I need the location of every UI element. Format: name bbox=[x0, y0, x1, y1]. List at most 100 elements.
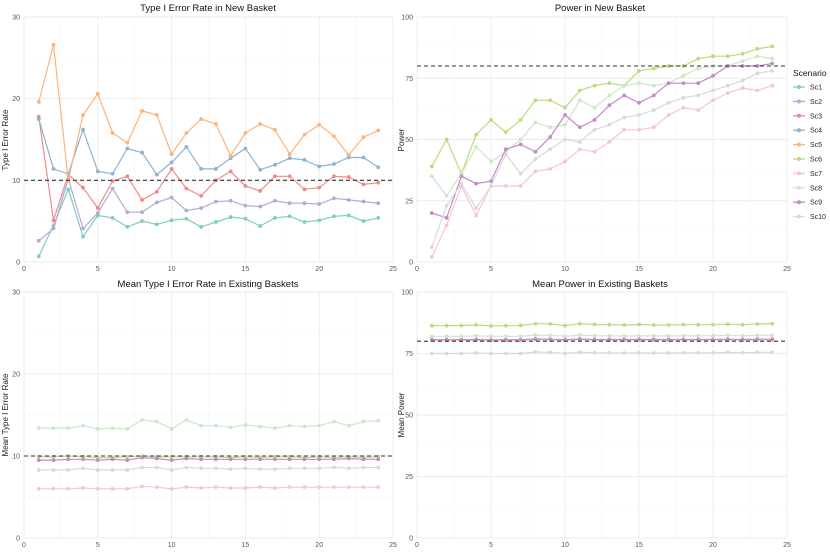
y-tick-label: 50 bbox=[405, 413, 413, 420]
data-point bbox=[213, 485, 218, 490]
series-sc10 bbox=[36, 465, 381, 472]
x-tick-label: 15 bbox=[242, 542, 250, 549]
data-point bbox=[429, 174, 434, 179]
data-point bbox=[503, 334, 508, 339]
data-point bbox=[474, 132, 479, 137]
data-point bbox=[740, 350, 745, 355]
data-point bbox=[376, 128, 381, 133]
data-point bbox=[213, 167, 218, 171]
data-point bbox=[169, 195, 174, 200]
data-point bbox=[51, 218, 56, 223]
x-tick-label: 20 bbox=[709, 542, 717, 549]
data-point bbox=[243, 203, 248, 208]
data-point bbox=[533, 120, 538, 125]
data-point bbox=[140, 210, 144, 215]
data-point bbox=[607, 322, 612, 327]
legend-label: Sc9 bbox=[810, 200, 822, 207]
legend-item-sc2: Sc2 bbox=[793, 99, 822, 106]
data-point bbox=[287, 466, 292, 471]
data-point bbox=[110, 131, 115, 135]
data-point bbox=[184, 144, 189, 149]
x-tick-label: 20 bbox=[315, 266, 323, 273]
data-point bbox=[711, 337, 715, 342]
data-point bbox=[444, 137, 449, 142]
data-point bbox=[287, 201, 292, 206]
data-point bbox=[548, 350, 553, 355]
data-point bbox=[213, 122, 218, 126]
series-line bbox=[431, 70, 773, 248]
data-point bbox=[287, 152, 292, 157]
data-point bbox=[563, 137, 567, 142]
data-point bbox=[169, 160, 174, 165]
series-line bbox=[38, 485, 379, 490]
data-point bbox=[317, 185, 322, 190]
data-point bbox=[51, 486, 56, 491]
data-point bbox=[755, 337, 760, 342]
y-axis-label: Mean Type I Error Rate bbox=[1, 373, 10, 457]
y-axis-label: Mean Power bbox=[397, 392, 406, 437]
data-point bbox=[258, 167, 263, 172]
data-point bbox=[533, 350, 538, 354]
data-point bbox=[681, 333, 686, 338]
data-point bbox=[444, 351, 449, 356]
data-point bbox=[243, 486, 248, 490]
data-point bbox=[696, 322, 701, 327]
data-point bbox=[51, 42, 56, 47]
data-point bbox=[302, 132, 307, 137]
data-point bbox=[258, 122, 263, 126]
panel-1: 0 5 10 15 20 25 0 10 20 30 Type I Error Rate in Ne… bbox=[1, 3, 397, 273]
series-line bbox=[431, 55, 773, 197]
data-point bbox=[169, 486, 174, 491]
data-point bbox=[533, 157, 538, 162]
data-point bbox=[66, 486, 71, 491]
data-point bbox=[154, 465, 159, 470]
data-point bbox=[140, 150, 144, 155]
y-tick-label: 75 bbox=[405, 351, 413, 358]
series-sc3 bbox=[36, 114, 381, 223]
data-point bbox=[696, 333, 701, 338]
data-point bbox=[81, 486, 85, 490]
data-point bbox=[81, 226, 85, 231]
data-point bbox=[110, 216, 115, 220]
x-tick-label: 15 bbox=[635, 542, 643, 549]
data-point bbox=[489, 179, 493, 184]
data-point bbox=[125, 140, 130, 145]
series-sc10 bbox=[429, 350, 775, 356]
data-point bbox=[637, 113, 641, 117]
data-point bbox=[563, 323, 567, 328]
data-point bbox=[258, 457, 263, 462]
x-tick-label: 25 bbox=[389, 266, 397, 273]
data-point bbox=[346, 466, 351, 471]
data-point bbox=[66, 468, 71, 472]
data-point bbox=[169, 427, 174, 431]
data-point bbox=[577, 88, 582, 93]
x-tick-label: 10 bbox=[168, 266, 176, 273]
data-point bbox=[637, 69, 641, 73]
data-point bbox=[503, 184, 508, 188]
data-point bbox=[332, 214, 336, 219]
data-point bbox=[577, 140, 582, 144]
x-tick-label: 25 bbox=[389, 542, 397, 549]
data-point bbox=[459, 334, 464, 339]
data-point bbox=[302, 220, 307, 224]
data-point bbox=[258, 485, 263, 490]
data-point bbox=[474, 333, 479, 338]
data-point bbox=[429, 211, 434, 215]
data-point bbox=[361, 465, 366, 470]
data-point bbox=[66, 457, 71, 462]
data-point bbox=[429, 334, 434, 339]
x-tick-label: 10 bbox=[561, 542, 569, 549]
data-point bbox=[503, 130, 508, 135]
data-point bbox=[258, 224, 263, 228]
data-point bbox=[474, 206, 479, 211]
data-point bbox=[681, 337, 686, 342]
data-point bbox=[140, 219, 144, 224]
data-point bbox=[95, 206, 100, 211]
series-line bbox=[38, 44, 379, 181]
data-point bbox=[622, 127, 627, 132]
data-point bbox=[361, 219, 366, 224]
series-line bbox=[38, 456, 379, 461]
legend-key-point bbox=[797, 142, 801, 147]
data-point bbox=[95, 211, 100, 215]
data-point bbox=[637, 350, 641, 355]
